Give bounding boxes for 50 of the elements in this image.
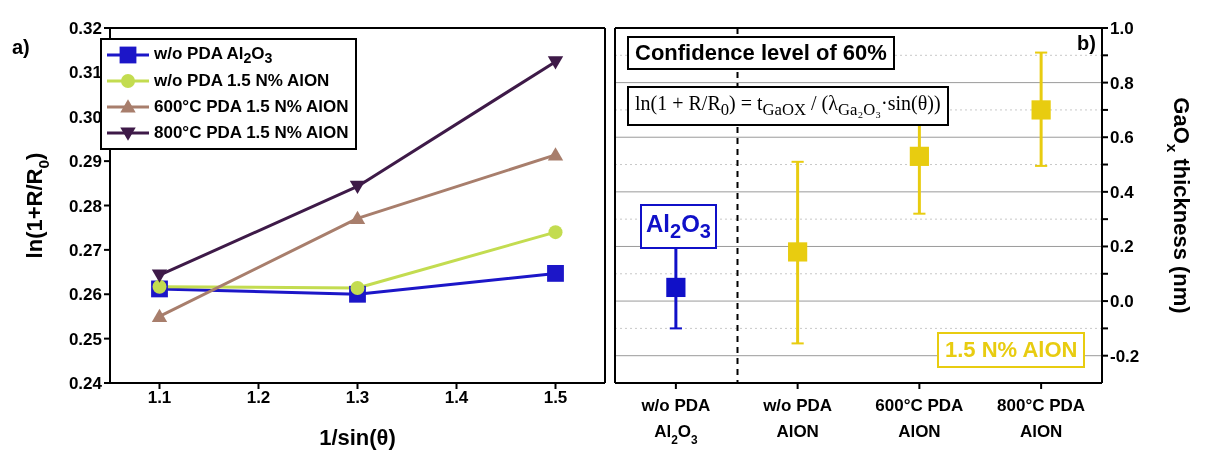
y-tick-label: 0.6 [1110,128,1134,148]
point [788,242,808,262]
y-tick-label: 0.29 [68,152,102,172]
point [1031,100,1051,120]
x-tick-label: 1.5 [543,388,568,408]
point [547,264,564,282]
x-tick-label: 1.1 [147,388,172,408]
y-tick-label: 1.0 [1110,19,1134,39]
point [548,225,563,240]
annotation: ln(1 + R/R$_{0}$) = t$_{GaOX}$ / (λ$_{Ga₂O₃}$·sin(θ)) [635,92,941,119]
legend-label: w/o PDA Al$_{2}$O$_{3}$ [154,43,273,67]
x-axis-title: 1/sin(θ) [319,425,396,450]
point [151,269,168,283]
y-tick-label: 0.8 [1110,73,1134,93]
y-tick-label: 0.4 [1110,182,1135,202]
legend-label: w/o PDA 1.5 N% AlON [154,71,330,91]
y-tick-label: 0.31 [68,63,102,83]
x-tick-label: w/o PDA AlON [762,396,833,441]
y-tick-label: 0.27 [68,240,102,260]
legend-label: 600°C PDA 1.5 N% AlON [154,97,349,117]
point [547,147,564,161]
x-tick-label: 1.2 [246,388,271,408]
x-tick-label: 600°C PDA AlON [875,396,964,441]
y-tick-label: 0.0 [1110,292,1134,312]
point [666,277,686,298]
point [151,308,168,323]
y-tick-label: 0.30 [68,107,102,127]
annotation: Al$_{2}$O$_{3}$ [646,210,711,242]
chart-title: b) [1077,32,1096,54]
y-tick-label: 0.28 [68,196,102,216]
point [152,279,167,294]
x-tick-label: 1.3 [345,388,370,408]
point [547,56,564,70]
x-tick-label: w/o PDA Al$_{2}$O$_{3}$ [640,396,711,447]
y-tick-label: 0.2 [1110,237,1134,257]
legend-label: 800°C PDA 1.5 N% AlON [154,123,349,143]
annotation: 1.5 N% AlON [945,337,1078,362]
point [349,180,366,195]
point [909,146,929,166]
x-tick-label: 800°C PDA AlON [997,396,1086,441]
chart-title: a) [12,36,30,58]
y-tick-label: 0.25 [68,329,102,349]
y-tick-label: 0.24 [68,374,103,394]
annotation: Confidence level of 60% [635,40,887,65]
point [349,210,366,224]
y-tick-label: 0.26 [68,285,102,305]
x-tick-label: 1.4 [444,388,469,408]
y-tick-label: 0.32 [68,19,102,39]
point [350,281,365,296]
y-tick-label: -0.2 [1110,346,1140,366]
